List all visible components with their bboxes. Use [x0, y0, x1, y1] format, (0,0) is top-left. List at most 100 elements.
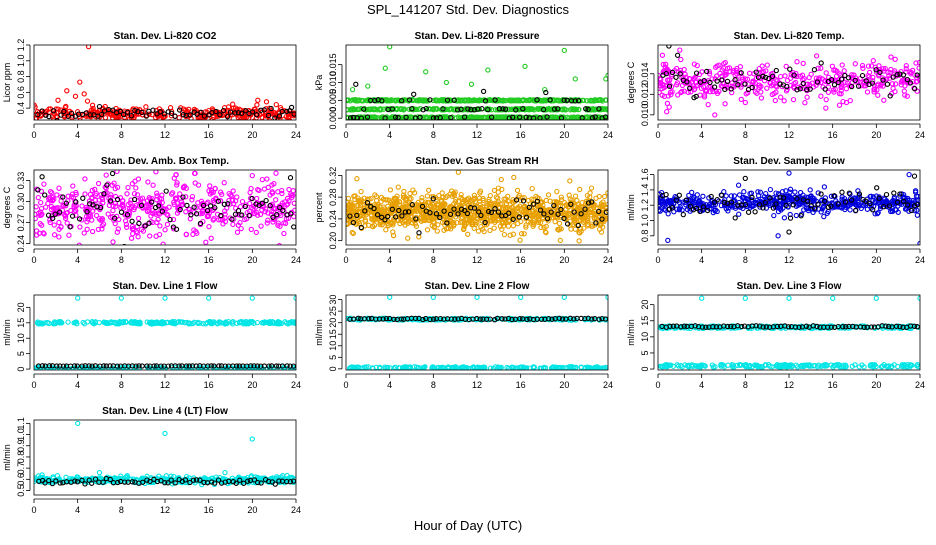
data-point: [791, 98, 795, 102]
data-point: [148, 234, 152, 238]
data-point: [830, 64, 834, 68]
data-point: [412, 92, 416, 96]
data-point: [713, 113, 717, 117]
data-point: [97, 181, 101, 185]
points-6: [656, 171, 922, 246]
data-point: [456, 170, 460, 174]
plot-frame: [34, 295, 296, 370]
y-tick-label: 1.0: [640, 214, 650, 227]
data-point: [111, 171, 115, 175]
data-point: [136, 177, 140, 181]
data-point: [871, 59, 875, 63]
data-point: [193, 181, 197, 185]
data-point: [573, 194, 577, 198]
data-point: [265, 177, 269, 181]
data-point: [794, 213, 798, 217]
x-tick-label: 20: [559, 130, 569, 140]
x-tick-label: 8: [431, 255, 436, 265]
data-point: [765, 86, 769, 90]
data-point: [260, 178, 264, 182]
data-point: [915, 89, 919, 93]
data-point: [555, 190, 559, 194]
data-point: [222, 181, 226, 185]
data-point: [753, 210, 757, 214]
data-point: [893, 57, 897, 61]
data-point: [250, 174, 254, 178]
x-tick-label: 4: [699, 130, 704, 140]
data-point: [706, 103, 710, 107]
data-point: [842, 69, 846, 73]
data-point: [396, 185, 400, 189]
x-tick-label: 20: [871, 130, 881, 140]
data-point: [57, 220, 61, 224]
x-tick-label: 24: [915, 130, 925, 140]
data-point: [808, 188, 812, 192]
data-point: [466, 232, 470, 236]
data-point: [249, 227, 253, 231]
data-point: [80, 204, 84, 208]
x-tick-label: 0: [31, 255, 36, 265]
data-point: [772, 214, 776, 218]
data-point: [95, 213, 99, 217]
data-point: [701, 194, 705, 198]
x-tick-label: 0: [655, 255, 660, 265]
panel-title: Stan. Dev. Li-820 Pressure: [415, 31, 540, 42]
x-tick-label: 8: [119, 380, 124, 390]
data-point: [46, 201, 50, 205]
x-tick-label: 20: [559, 255, 569, 265]
data-point: [518, 238, 522, 242]
data-point: [425, 194, 429, 198]
panel-title: Stan. Dev. Amb. Box Temp.: [101, 156, 229, 167]
x-tick-label: 0: [655, 130, 660, 140]
data-point: [65, 89, 69, 93]
data-point: [577, 239, 581, 243]
y-tick-label: 0.28: [328, 188, 338, 206]
panel-title: Stan. Dev. Sample Flow: [733, 156, 845, 167]
data-point: [760, 64, 764, 68]
data-point: [39, 201, 43, 205]
data-point: [824, 98, 828, 102]
data-point: [388, 188, 392, 192]
data-point: [231, 222, 235, 226]
y-tick-label: 1.2: [640, 199, 650, 212]
data-point: [840, 63, 844, 67]
data-point: [568, 179, 572, 183]
data-point: [724, 194, 728, 198]
data-point: [255, 196, 259, 200]
y-axis-label: ml/min: [626, 194, 636, 221]
y-axis-label: percent: [314, 192, 324, 223]
y-axis-label: kPa: [314, 75, 324, 91]
y-tick-label: 0.20: [328, 232, 338, 250]
data-point: [679, 57, 683, 61]
data-point: [892, 191, 896, 195]
y-tick-label: 0.33: [16, 172, 26, 190]
data-point: [55, 193, 59, 197]
data-point: [667, 44, 671, 48]
y-tick-label: 1.0: [16, 55, 26, 68]
points-7: [32, 296, 298, 372]
y-tick-label: 0.014: [640, 63, 650, 86]
x-tick-label: 4: [387, 255, 392, 265]
data-point: [146, 180, 150, 184]
data-point: [665, 101, 669, 105]
x-tick-label: 20: [247, 380, 257, 390]
data-point: [882, 98, 886, 102]
data-point: [165, 222, 169, 226]
y-tick-label: 0.015: [328, 53, 338, 76]
data-point: [209, 204, 213, 208]
x-tick-label: 12: [160, 380, 170, 390]
data-point: [66, 320, 70, 324]
y-tick-label: 1.6: [640, 168, 650, 181]
data-point: [264, 199, 268, 203]
data-point: [104, 173, 108, 177]
x-tick-label: 12: [160, 255, 170, 265]
data-point: [119, 296, 123, 300]
x-tick-label: 24: [603, 130, 613, 140]
points-3: [656, 44, 922, 117]
points-4: [33, 163, 297, 258]
data-point: [266, 218, 270, 222]
data-point: [774, 68, 778, 72]
data-point: [768, 188, 772, 192]
